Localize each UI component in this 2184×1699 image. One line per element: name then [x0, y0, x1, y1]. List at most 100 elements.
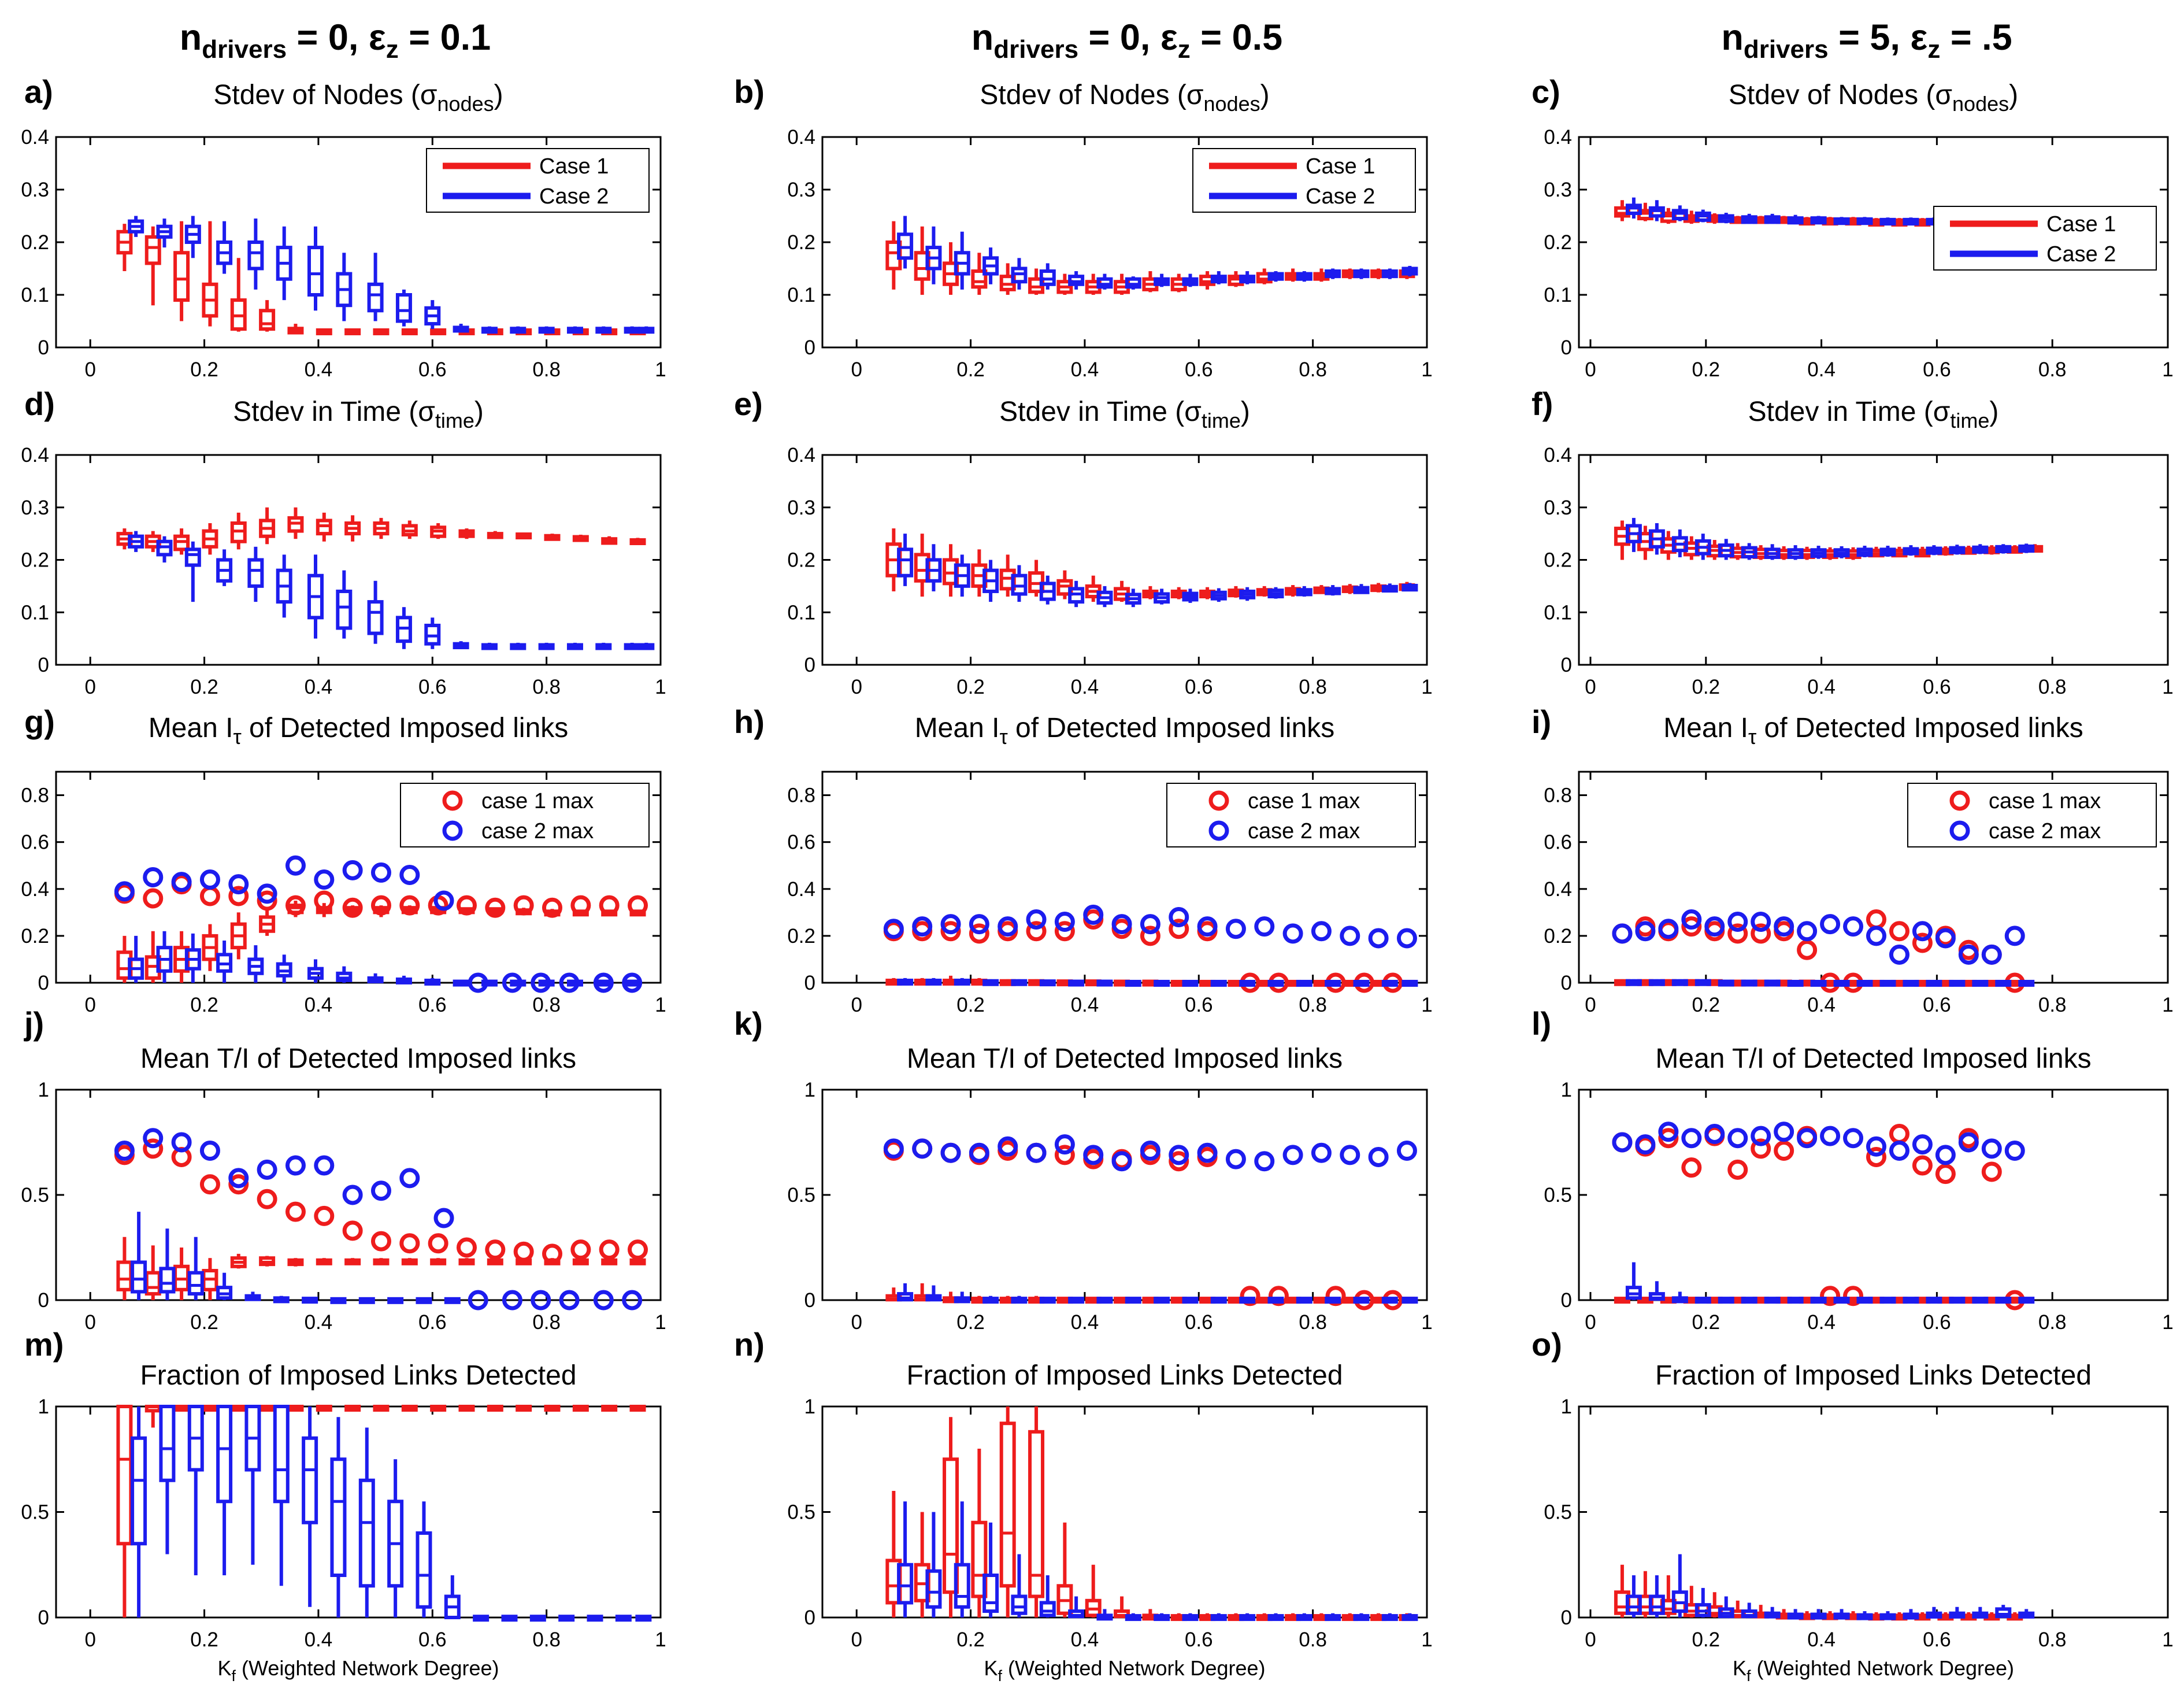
ytick-label: 0.8 — [21, 784, 49, 807]
xtick-label: 0.6 — [1185, 994, 1213, 1016]
xtick-label: 0 — [84, 676, 95, 698]
max-marker — [1912, 1134, 1933, 1155]
max-marker — [370, 1180, 391, 1201]
legend-box — [400, 783, 650, 847]
box-body — [367, 600, 384, 635]
panel-title-m: Fraction of Imposed Links Detected — [140, 1360, 576, 1391]
max-marker — [940, 921, 961, 942]
max-marker — [114, 881, 135, 902]
max-marker — [1681, 1157, 1702, 1178]
ytick-label: 0 — [38, 1289, 49, 1312]
max-marker — [570, 1239, 591, 1260]
ytick-label: 0.4 — [1544, 126, 1572, 149]
legend-entry-2: case 2 max — [1989, 819, 2101, 843]
series-g-1 — [114, 874, 648, 983]
max-marker — [1751, 1138, 1771, 1159]
panel-title-g: Mean Iτ of Detected Imposed links — [149, 713, 569, 749]
box-body — [116, 1260, 133, 1291]
xtick-label: 0 — [1585, 1628, 1596, 1651]
xtick-label: 0.4 — [305, 676, 333, 698]
xtick-label: 0.8 — [1299, 676, 1327, 698]
max-marker — [1843, 1286, 1864, 1306]
max-marker — [1340, 926, 1360, 946]
ytick-label: 0.2 — [1544, 231, 1572, 254]
ytick-label: 0.2 — [21, 925, 49, 947]
legend-entry-2: Case 2 — [1306, 184, 1375, 209]
axes-frame-g — [55, 771, 662, 984]
ytick-label: 0.4 — [1544, 878, 1572, 901]
max-marker — [1026, 1142, 1047, 1163]
box-body — [897, 1563, 914, 1605]
column-title-2: ndrivers = 0, εz = 0.5 — [972, 17, 1282, 64]
xtick-label: 0.2 — [956, 1311, 985, 1334]
max-marker — [399, 895, 420, 916]
max-marker — [912, 1138, 933, 1159]
max-marker — [1889, 921, 1909, 942]
xtick-label: 0.2 — [1692, 358, 1720, 381]
ytick-label: 0.3 — [21, 179, 49, 201]
series-a-1 — [116, 221, 646, 335]
legend-marker-swatch — [442, 790, 463, 811]
xtick-label: 0.2 — [1692, 1628, 1720, 1651]
max-marker — [1774, 1141, 1794, 1161]
xtick-label: 0.2 — [1692, 994, 1720, 1016]
max-marker — [1026, 921, 1047, 942]
panel-e: e) Stdev in Time (σtime) 0 0.1 0.2 0.3 0.4 0 0.2… — [734, 386, 1433, 698]
max-marker — [1981, 944, 2002, 965]
max-marker — [513, 895, 534, 916]
x-axis-label-o: Kf (Weighted Network Degree) — [1733, 1656, 2014, 1685]
panel-label-e: e) — [734, 386, 763, 422]
max-marker — [1635, 1134, 1656, 1155]
xtick-label: 0.6 — [1185, 1311, 1213, 1334]
max-marker — [199, 886, 220, 906]
series-o-2 — [1625, 1554, 2035, 1620]
max-marker — [513, 1241, 534, 1262]
xtick-label: 0.6 — [1923, 1628, 1951, 1651]
max-marker — [342, 1185, 363, 1205]
ytick-label: 0.1 — [21, 601, 49, 624]
legend-b: Case 1 Case 2 — [1192, 148, 1416, 213]
ytick-label: 0 — [804, 972, 815, 994]
max-marker — [622, 1290, 643, 1311]
panel-label-c: c) — [1532, 73, 1560, 110]
max-marker — [228, 1174, 249, 1195]
ytick-label: 0.1 — [787, 284, 815, 306]
box-body — [247, 240, 264, 271]
panel-title-o: Fraction of Imposed Links Detected — [1655, 1360, 2092, 1391]
box-body — [187, 1271, 204, 1296]
xtick-label: 1 — [2162, 358, 2173, 381]
ytick-label: 0.4 — [787, 878, 815, 901]
xtick-label: 0.8 — [1299, 1311, 1327, 1334]
x-axis-label-m: Kf (Weighted Network Degree) — [217, 1656, 499, 1685]
max-marker — [143, 867, 164, 887]
box-body — [395, 293, 412, 323]
panel-title-d: Stdev in Time (σtime) — [233, 397, 484, 432]
xtick-label: 0.4 — [1071, 358, 1099, 381]
max-marker — [599, 895, 620, 916]
xtick-label: 0.6 — [1923, 994, 1951, 1016]
max-marker — [1727, 1128, 1748, 1149]
max-marker — [502, 972, 522, 993]
ytick-label: 0.2 — [787, 231, 815, 254]
max-marker — [1325, 1286, 1346, 1306]
max-marker — [428, 1233, 448, 1254]
xtick-label: 1 — [655, 676, 666, 698]
box-body — [131, 1436, 147, 1546]
max-marker — [1681, 909, 1702, 930]
panel-title-i: Mean Iτ of Detected Imposed links — [1663, 713, 2083, 749]
box-body — [216, 1405, 233, 1504]
max-marker — [1026, 909, 1047, 930]
legend-entry-2: case 2 max — [1248, 819, 1360, 843]
max-marker — [1912, 932, 1933, 953]
ytick-label: 0.6 — [787, 831, 815, 854]
panel-m: m) Fraction of Imposed Links Detected 0 0.5… — [21, 1326, 666, 1685]
box-body — [247, 558, 264, 588]
box-body — [336, 589, 353, 630]
max-marker — [143, 1128, 164, 1149]
max-marker — [257, 1189, 277, 1209]
max-marker — [285, 895, 306, 916]
xtick-label: 0.8 — [1299, 1628, 1327, 1651]
xtick-label: 0.4 — [1071, 1311, 1099, 1334]
max-marker — [622, 972, 643, 993]
panel-label-l: l) — [1532, 1005, 1551, 1042]
